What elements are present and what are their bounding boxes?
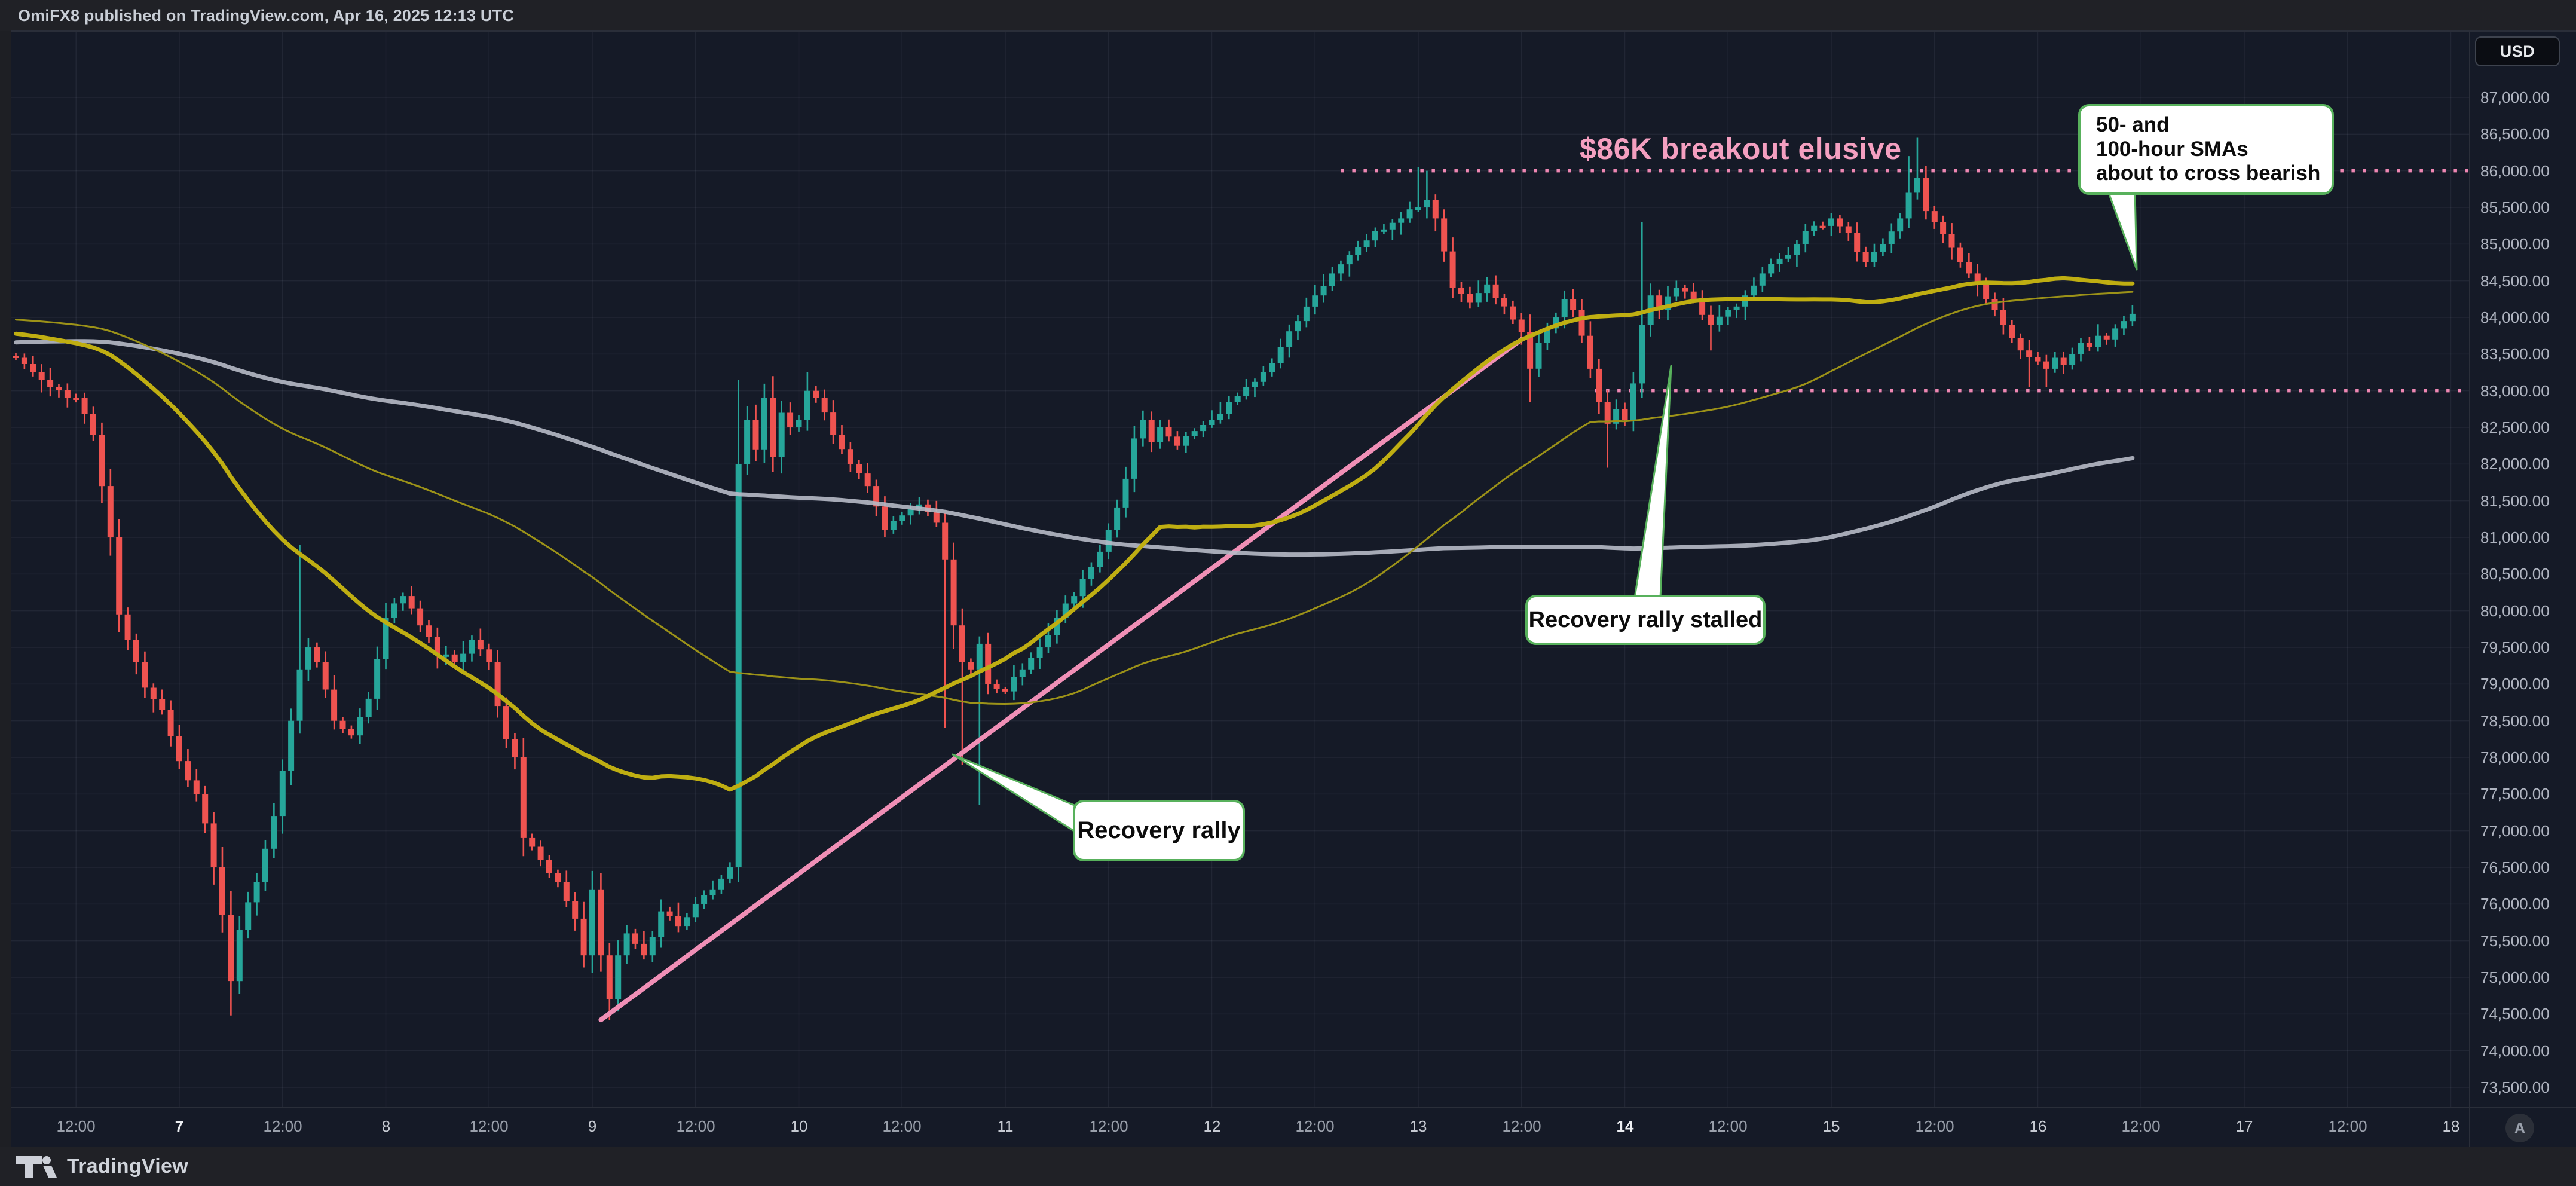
time-tick: 17 [2235, 1117, 2253, 1135]
time-tick: 9 [588, 1117, 597, 1135]
price-tick: 82,000.00 [2480, 455, 2550, 473]
time-tick: 12:00 [1708, 1117, 1748, 1135]
price-tick: 84,000.00 [2480, 308, 2550, 326]
time-tick: 12:00 [1089, 1117, 1128, 1135]
tradingview-logo-icon [16, 1156, 57, 1178]
time-tick: 13 [1409, 1117, 1427, 1135]
time-tick: 12 [1203, 1117, 1221, 1135]
price-tick: 82,500.00 [2480, 418, 2550, 436]
price-tick: 84,500.00 [2480, 272, 2550, 290]
price-tick: 81,500.00 [2480, 492, 2550, 510]
time-tick: 16 [2029, 1117, 2047, 1135]
price-tick: 78,000.00 [2480, 748, 2550, 766]
tradingview-logo-text: TradingView [67, 1155, 188, 1178]
time-tick: 12:00 [2328, 1117, 2367, 1135]
price-tick: 75,500.00 [2480, 932, 2550, 950]
price-tick: 74,000.00 [2480, 1042, 2550, 1060]
time-tick: 15 [1822, 1117, 1840, 1135]
price-tick: 86,500.00 [2480, 125, 2550, 143]
callout-rally-stalled[interactable]: Recovery rally stalled [1525, 595, 1766, 645]
price-tick: 86,000.00 [2480, 162, 2550, 180]
currency-badge[interactable]: USD [2475, 36, 2560, 66]
tradingview-logo[interactable]: TradingView [16, 1155, 188, 1179]
price-tick: 79,500.00 [2480, 638, 2550, 656]
price-tick: 83,000.00 [2480, 382, 2550, 400]
time-tick: 10 [790, 1117, 808, 1135]
time-tick: 14 [1616, 1117, 1634, 1135]
time-tick: 12:00 [1502, 1117, 1541, 1135]
price-tick: 74,500.00 [2480, 1005, 2550, 1023]
time-tick: 12:00 [263, 1117, 302, 1135]
price-tick: 77,500.00 [2480, 785, 2550, 803]
price-tick: 80,000.00 [2480, 602, 2550, 620]
time-tick: 8 [381, 1117, 391, 1135]
price-tick: 81,000.00 [2480, 528, 2550, 546]
price-tick: 85,500.00 [2480, 198, 2550, 216]
attribution-bar: OmiFX8 published on TradingView.com, Apr… [0, 0, 2576, 31]
price-tick: 80,500.00 [2480, 565, 2550, 583]
time-tick: 18 [2442, 1117, 2460, 1135]
time-tick: 12:00 [1295, 1117, 1335, 1135]
price-tick: 79,000.00 [2480, 675, 2550, 693]
time-tick: 12:00 [56, 1117, 96, 1135]
price-tick: 77,000.00 [2480, 822, 2550, 840]
time-tick: 12:00 [469, 1117, 509, 1135]
callout-recovery-rally[interactable]: Recovery rally [1073, 800, 1245, 861]
price-tick: 76,500.00 [2480, 858, 2550, 876]
time-tick: 12:00 [2121, 1117, 2161, 1135]
price-tick: 87,000.00 [2480, 88, 2550, 106]
time-tick: 7 [175, 1117, 184, 1135]
annotation-86k-breakout[interactable]: $86K breakout elusive [1580, 132, 1902, 166]
price-tick: 83,500.00 [2480, 345, 2550, 363]
price-tick: 78,500.00 [2480, 712, 2550, 730]
price-tick: 73,500.00 [2480, 1078, 2550, 1096]
price-tick: 85,000.00 [2480, 235, 2550, 253]
price-tick: 76,000.00 [2480, 895, 2550, 913]
time-tick: 12:00 [882, 1117, 922, 1135]
time-tick: 11 [997, 1117, 1014, 1135]
attribution-text: OmiFX8 published on TradingView.com, Apr… [18, 6, 515, 25]
time-tick: 12:00 [676, 1117, 715, 1135]
footer-bar: TradingView [0, 1147, 2576, 1186]
price-chart[interactable] [0, 0, 2576, 1147]
callout-sma-cross[interactable]: 50- and 100-hour SMAs about to cross bea… [2078, 104, 2334, 195]
time-tick: 12:00 [1915, 1117, 1954, 1135]
price-tick: 75,000.00 [2480, 968, 2550, 986]
auto-scale-button[interactable]: A [2505, 1114, 2534, 1142]
